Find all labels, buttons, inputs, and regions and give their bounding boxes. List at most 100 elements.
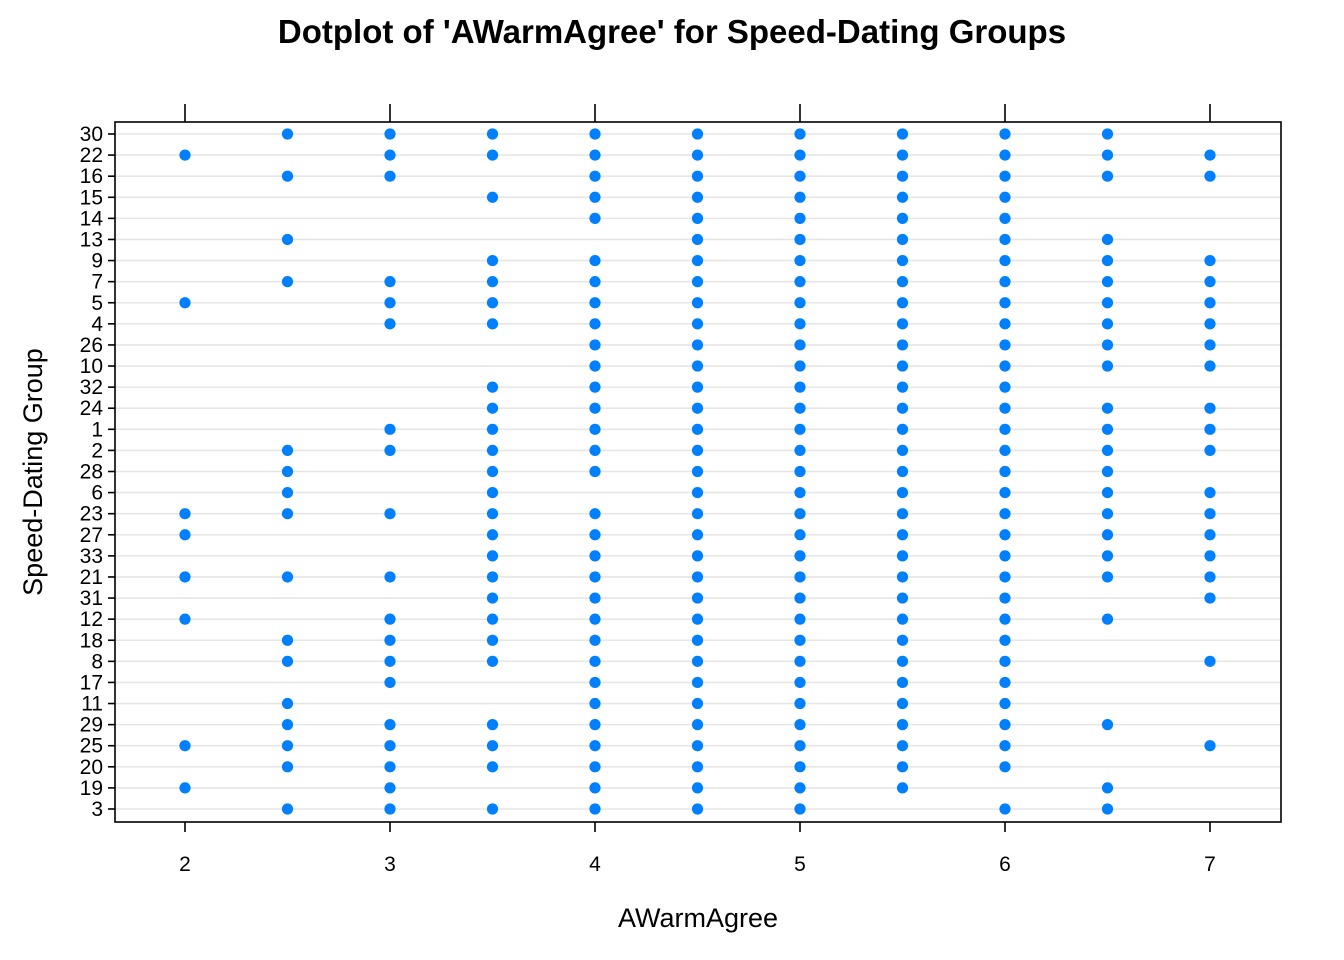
data-point xyxy=(999,465,1011,478)
x-axis: 2 3 4 5 6 7 xyxy=(179,104,1216,876)
data-point xyxy=(486,297,499,309)
data-point xyxy=(999,634,1011,646)
data-point xyxy=(999,803,1011,815)
data-point xyxy=(999,191,1011,203)
data-point xyxy=(589,149,601,161)
data-point xyxy=(281,128,294,140)
data-point xyxy=(1101,149,1114,161)
y-tick-label: 30 xyxy=(80,123,103,146)
data-point xyxy=(589,318,601,330)
data-point xyxy=(794,444,806,457)
data-point xyxy=(1101,613,1114,625)
data-point xyxy=(691,170,704,182)
data-point xyxy=(691,254,704,267)
data-point xyxy=(1101,782,1114,794)
data-point xyxy=(794,381,806,393)
data-point xyxy=(589,613,601,625)
data-point xyxy=(691,318,704,330)
data-point xyxy=(589,782,601,794)
data-point xyxy=(281,571,294,583)
y-tick-label: 14 xyxy=(80,207,104,230)
data-point xyxy=(999,212,1011,224)
data-point xyxy=(384,128,396,140)
data-point xyxy=(794,170,806,182)
data-point xyxy=(1101,297,1114,309)
data-point xyxy=(896,529,909,541)
y-tick-label: 4 xyxy=(91,313,103,336)
data-point xyxy=(281,233,294,246)
y-axis: 3022161514139754261032241228623273321311… xyxy=(80,123,115,821)
data-point xyxy=(691,592,704,604)
y-tick-label: 6 xyxy=(91,482,103,505)
data-point xyxy=(794,465,806,478)
data-point xyxy=(896,613,909,625)
data-point xyxy=(1101,508,1114,520)
data-point xyxy=(1101,318,1114,330)
data-points xyxy=(179,128,1216,815)
data-point xyxy=(486,508,499,520)
data-point xyxy=(179,149,191,161)
data-point xyxy=(999,719,1011,731)
data-point xyxy=(486,740,499,752)
data-point xyxy=(384,444,396,457)
data-point xyxy=(1204,655,1216,667)
x-tick-label: 6 xyxy=(999,853,1011,876)
data-point xyxy=(794,297,806,309)
data-point xyxy=(486,128,499,140)
data-point xyxy=(794,740,806,752)
y-tick-label: 33 xyxy=(80,545,103,568)
data-point xyxy=(589,697,601,710)
data-point xyxy=(999,486,1011,499)
data-point xyxy=(691,444,704,457)
data-point xyxy=(1101,571,1114,583)
data-point xyxy=(1204,571,1216,583)
data-point xyxy=(691,381,704,393)
data-point xyxy=(999,592,1011,604)
y-tick-label: 8 xyxy=(91,650,103,673)
data-point xyxy=(896,719,909,731)
data-point xyxy=(384,634,396,646)
y-tick-label: 22 xyxy=(80,144,103,167)
data-point xyxy=(794,803,806,815)
data-point xyxy=(589,508,601,520)
data-point xyxy=(486,191,499,203)
y-tick-label: 31 xyxy=(80,587,103,610)
data-point xyxy=(896,465,909,478)
data-point xyxy=(384,655,396,667)
data-point xyxy=(999,655,1011,667)
data-point xyxy=(691,676,704,689)
data-point xyxy=(896,444,909,457)
data-point xyxy=(896,233,909,246)
x-tick-label: 5 xyxy=(794,853,806,876)
data-point xyxy=(691,719,704,731)
data-point xyxy=(691,339,704,351)
data-point xyxy=(589,676,601,689)
data-point xyxy=(691,191,704,203)
data-point xyxy=(1204,592,1216,604)
data-point xyxy=(384,719,396,731)
data-point xyxy=(794,634,806,646)
data-point xyxy=(794,486,806,499)
data-point xyxy=(486,803,499,815)
data-point xyxy=(896,571,909,583)
data-point xyxy=(589,529,601,541)
data-point xyxy=(589,592,601,604)
data-point xyxy=(999,297,1011,309)
data-point xyxy=(794,508,806,520)
data-point xyxy=(794,149,806,161)
data-point xyxy=(896,592,909,604)
data-point xyxy=(486,381,499,393)
data-point xyxy=(691,508,704,520)
x-tick-label: 2 xyxy=(179,853,191,876)
data-point xyxy=(1204,297,1216,309)
data-point xyxy=(384,297,396,309)
data-point xyxy=(281,740,294,752)
data-point xyxy=(896,339,909,351)
data-point xyxy=(794,782,806,794)
data-point xyxy=(589,655,601,667)
data-point xyxy=(1204,318,1216,330)
data-point xyxy=(691,149,704,161)
data-point xyxy=(384,571,396,583)
x-tick-label: 7 xyxy=(1204,853,1216,876)
data-point xyxy=(1204,402,1216,414)
